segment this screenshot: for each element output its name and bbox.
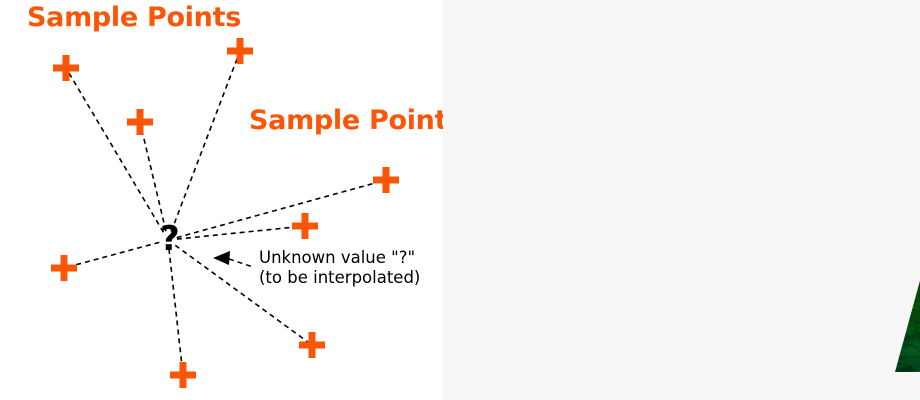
connector-line <box>139 123 167 232</box>
sample-point-cross <box>299 332 325 358</box>
connector-line <box>168 248 184 374</box>
annotation-line-2: (to be interpolated) <box>259 268 421 287</box>
annotation-line-1: Unknown value "?" <box>259 248 416 267</box>
terrain-image <box>886 0 920 400</box>
callout-arrowhead-icon <box>213 251 230 265</box>
sample-point-cross <box>127 109 153 135</box>
connector-line <box>170 52 241 232</box>
connector-line <box>66 69 165 233</box>
diagram-canvas <box>51 38 399 388</box>
connector-lines-group <box>65 52 385 374</box>
terrain-canvas <box>895 32 920 372</box>
connector-line <box>65 241 160 269</box>
sample-point-markers-group <box>51 38 399 388</box>
callout-leader-line <box>228 258 254 268</box>
sample-point-cross <box>373 167 399 193</box>
sample-point-cross <box>292 213 318 239</box>
sample-points-label-middle-right: Sample Points <box>249 105 463 136</box>
terrain-surface-panel <box>443 0 920 400</box>
callout-leader-group <box>213 251 254 268</box>
terrain-dark-corner <box>895 32 920 372</box>
sample-point-cross <box>53 55 79 81</box>
connector-line <box>174 244 311 345</box>
terrain-surface <box>895 32 920 372</box>
sample-point-cross <box>227 38 253 64</box>
sample-point-cross <box>170 362 196 388</box>
sample-points-label-top-left: Sample Points <box>27 2 241 33</box>
connector-line <box>176 225 304 240</box>
unknown-value-question-mark: ? <box>160 219 180 259</box>
interpolation-diagram-panel: Sample Points Sample Points ? Unknown va… <box>0 0 463 400</box>
sample-point-cross <box>51 255 77 281</box>
